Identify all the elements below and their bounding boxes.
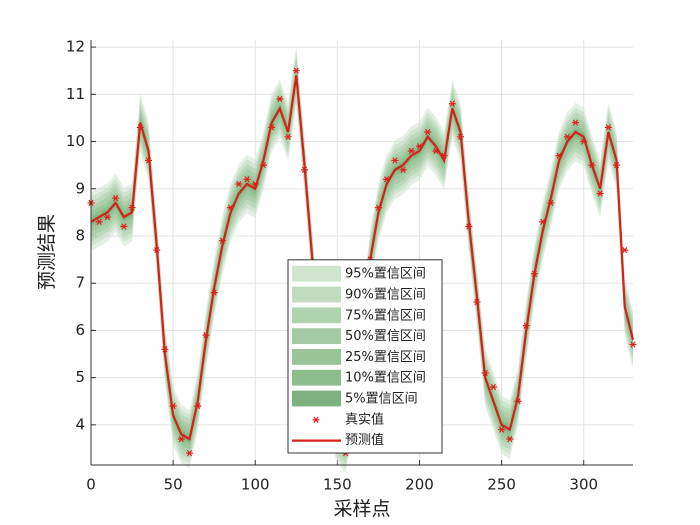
legend-label: 真实值: [345, 411, 384, 427]
y-tick-label: 8: [75, 226, 85, 244]
legend-marker: [312, 416, 320, 423]
actual-point: [391, 157, 399, 164]
legend-label: 5%置信区间: [345, 392, 418, 407]
legend-label: 90%置信区间: [345, 288, 426, 303]
actual-point: [399, 166, 407, 174]
x-tick-label: 150: [323, 476, 352, 494]
actual-point: [407, 147, 415, 155]
actual-point: [498, 426, 506, 433]
legend-swatch: [292, 307, 341, 324]
legend-swatch: [292, 286, 341, 303]
actual-point: [95, 218, 103, 225]
x-tick-label: 100: [241, 476, 270, 494]
actual-point: [424, 128, 432, 136]
x-tick-label: 50: [164, 476, 183, 494]
y-tick-label: 11: [66, 85, 85, 103]
actual-point: [292, 67, 300, 74]
y-tick-label: 10: [66, 132, 85, 150]
legend-label: 25%置信区间: [345, 350, 426, 365]
actual-point: [112, 195, 120, 202]
x-tick-label: 0: [86, 476, 96, 494]
legend-swatch: [292, 265, 341, 282]
actual-point: [186, 450, 194, 457]
actual-point: [276, 95, 284, 103]
actual-point: [448, 100, 456, 107]
actual-point: [243, 176, 251, 183]
actual-point: [103, 213, 111, 221]
legend-swatch: [292, 349, 341, 365]
actual-point: [572, 119, 580, 126]
x-tick-label: 250: [487, 476, 516, 494]
actual-point: [235, 180, 243, 188]
actual-point: [596, 190, 604, 197]
y-tick-label: 7: [75, 274, 85, 292]
legend-label: 预测值: [345, 432, 384, 448]
actual-point: [120, 223, 128, 230]
y-tick-label: 12: [66, 38, 85, 56]
legend-swatch: [292, 390, 341, 407]
legend-label: 50%置信区间: [345, 329, 426, 344]
y-tick-label: 5: [75, 368, 85, 386]
y-tick-label: 9: [75, 179, 85, 197]
legend-label: 10%置信区间: [345, 371, 426, 386]
legend-label: 95%置信区间: [345, 267, 426, 282]
x-tick-label: 300: [569, 476, 598, 494]
actual-point: [177, 435, 185, 443]
actual-point: [629, 341, 637, 348]
actual-point: [604, 124, 612, 131]
actual-point: [284, 133, 292, 140]
legend-label: 75%置信区间: [345, 308, 426, 323]
x-tick-label: 200: [405, 476, 434, 494]
legend-swatch: [292, 328, 341, 344]
y-tick-label: 4: [75, 415, 85, 433]
actual-point: [506, 435, 514, 443]
y-axis-label: 预测结果: [36, 214, 58, 290]
x-axis-label: 采样点: [333, 498, 390, 520]
legend-swatch: [292, 369, 341, 386]
actual-point: [489, 383, 497, 391]
y-tick-label: 6: [75, 321, 85, 339]
